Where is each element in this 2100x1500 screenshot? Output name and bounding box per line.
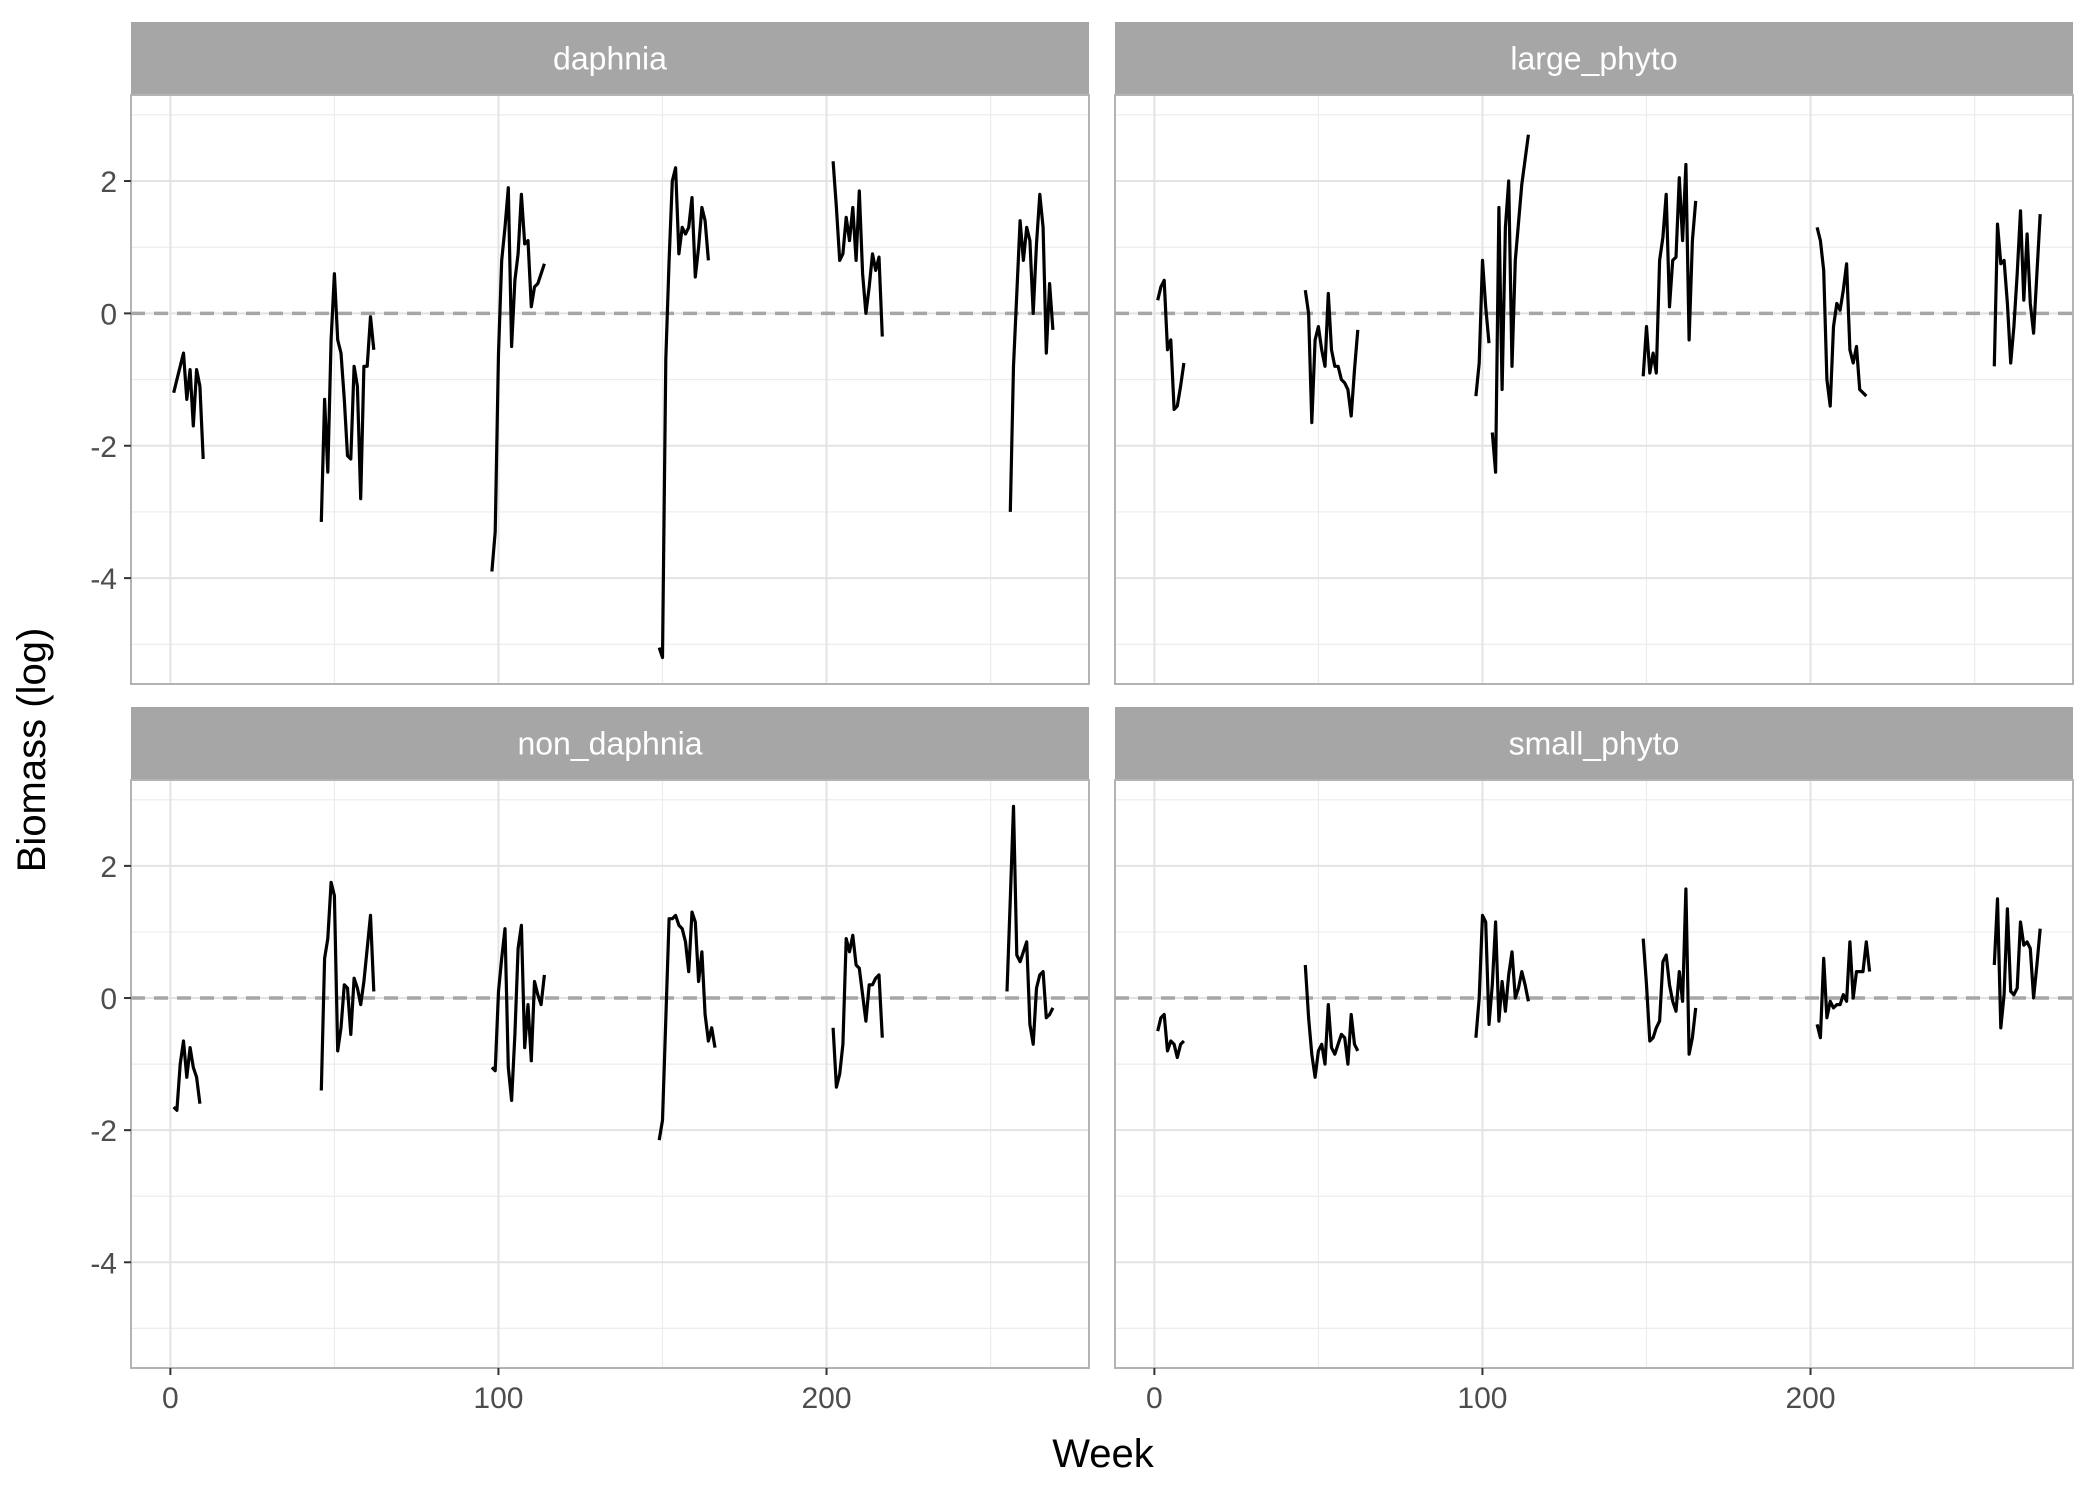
series-line-segment	[1474, 913, 1530, 1038]
series-line-segment	[657, 910, 717, 1141]
facet-panel-non_daphnia: non_daphnia -4 -2 0 2 0 100 200	[90, 707, 1090, 1415]
series-line-segment	[831, 933, 884, 1089]
series-line-segment	[1474, 258, 1491, 397]
panel-border	[1114, 779, 2074, 1369]
series-line-segment	[831, 161, 884, 337]
facet-strip-label: non_daphnia	[517, 726, 702, 762]
series-line-segment	[490, 923, 546, 1102]
x-tick-label: 0	[162, 1382, 179, 1415]
y-tick-label: 2	[100, 851, 117, 884]
y-tick-label: 0	[100, 298, 117, 331]
x-tick-label: 100	[1457, 1382, 1507, 1415]
y-tick-label: -4	[90, 563, 117, 596]
series-line-segment	[1641, 887, 1698, 1056]
facet-panels: daphnia -4 -2 0 2 large_phyto non_daphnia -4 -2 0…	[90, 22, 2074, 1415]
gridlines	[1115, 780, 2073, 1368]
series-line-segment	[1156, 1012, 1186, 1060]
series-line-segment	[319, 880, 376, 1091]
facet-strip	[131, 22, 1089, 95]
series-line-segment	[1008, 192, 1055, 512]
gridlines	[131, 95, 1089, 684]
series-line-segment	[1992, 209, 2042, 367]
series-line-segment	[1490, 134, 1530, 474]
y-tick-label: -2	[90, 431, 117, 464]
facet-strip-label: large_phyto	[1510, 41, 1677, 77]
series-line-segment	[1641, 162, 1698, 377]
x-tick-label: 200	[802, 1382, 852, 1415]
series-line-segment	[1303, 964, 1360, 1079]
facet-panel-small_phyto: small_phyto 0 100 200	[1114, 707, 2074, 1415]
x-tick-label: 100	[473, 1382, 523, 1415]
gridlines	[131, 780, 1089, 1368]
series-line-segment	[1005, 804, 1055, 1046]
facet-panel-daphnia: daphnia -4 -2 0 2	[90, 22, 1090, 685]
x-tick-label: 0	[1146, 1382, 1163, 1415]
series-line-segment	[490, 186, 546, 572]
facet-strip	[1115, 707, 2073, 780]
y-tick-label: -4	[90, 1247, 117, 1280]
facet-strip-label: daphnia	[553, 41, 667, 77]
y-tick-label: -2	[90, 1115, 117, 1148]
panel-border	[1114, 94, 2074, 685]
series-line-segment	[319, 272, 376, 522]
y-axis-label: Biomass (log)	[10, 628, 54, 873]
facet-strip	[1115, 22, 2073, 95]
y-tick-label: 0	[100, 983, 117, 1016]
x-axis-label: Week	[1052, 1432, 1155, 1476]
facet-strip	[131, 707, 1089, 780]
series-line-segment	[172, 1039, 202, 1112]
series-line-segment	[1815, 940, 1872, 1040]
series-line-segment	[1815, 227, 1868, 408]
y-tick-label: 2	[100, 166, 117, 199]
panel-border	[130, 779, 1090, 1369]
facet-panel-large_phyto: large_phyto	[1114, 22, 2074, 685]
series-line-segment	[1303, 289, 1360, 425]
facet-strip-label: small_phyto	[1509, 726, 1680, 762]
series-line-segment	[1156, 278, 1186, 411]
series-line-segment	[1992, 897, 2042, 1030]
x-tick-label: 200	[1786, 1382, 1836, 1415]
series-line-segment	[172, 351, 205, 460]
series-line-segment	[657, 166, 710, 660]
gridlines	[1115, 95, 2073, 684]
panel-border	[130, 94, 1090, 685]
